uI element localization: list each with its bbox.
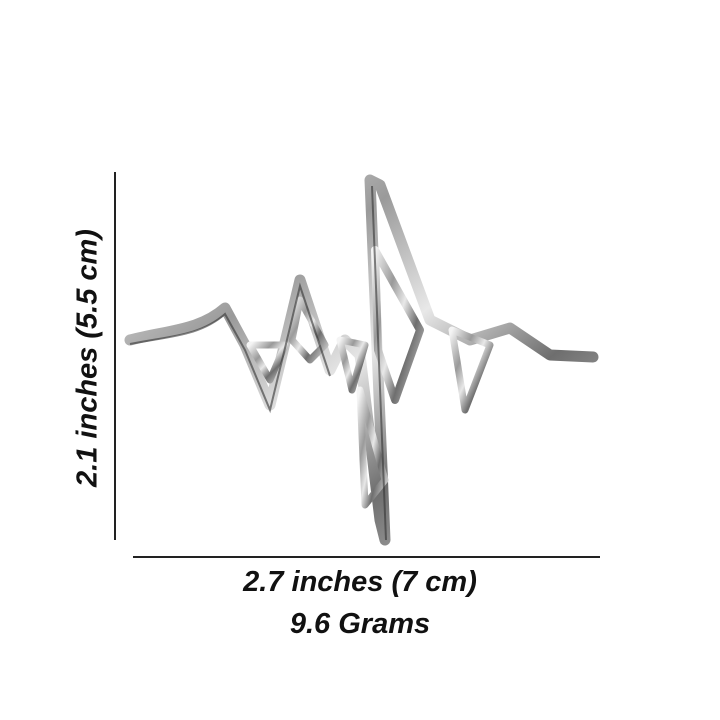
width-dimension-line [133,556,600,558]
weight-label: 9.6 Grams [289,608,431,640]
width-label: 2.7 inches (7 cm) [243,566,477,598]
height-dimension-line [114,172,116,540]
